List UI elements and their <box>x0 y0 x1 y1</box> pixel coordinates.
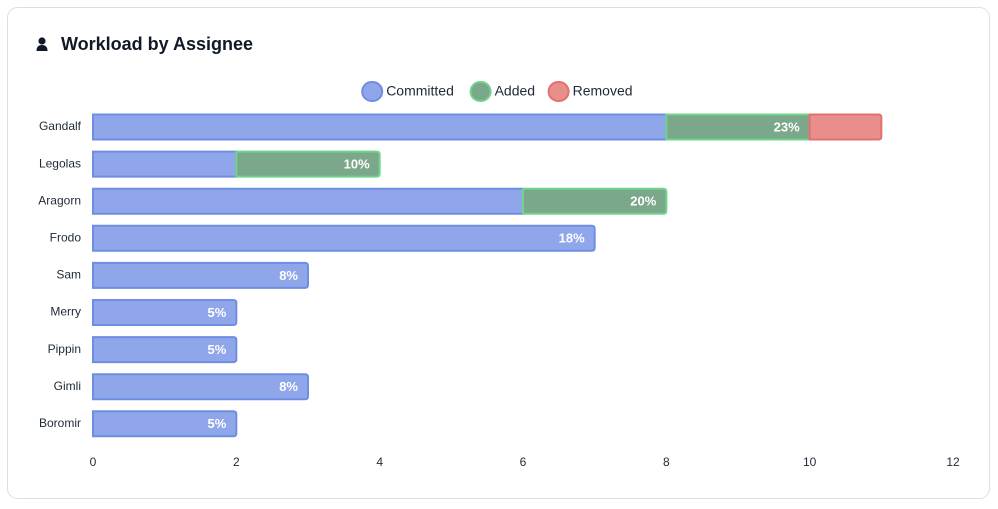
x-tick-label: 12 <box>946 455 960 469</box>
bar-segment <box>92 150 238 178</box>
bar-segment <box>92 224 596 252</box>
y-tick-label: Boromir <box>39 416 81 430</box>
data-label: 5% <box>208 305 227 320</box>
y-tick-label: Gimli <box>54 379 81 393</box>
bar-segment <box>92 373 309 401</box>
x-tick-label: 0 <box>90 455 97 469</box>
x-tick-label: 10 <box>803 455 817 469</box>
bar-segment <box>522 187 668 215</box>
bar-segment <box>92 261 309 289</box>
y-tick-label: Legolas <box>39 156 81 170</box>
x-tick-label: 8 <box>663 455 670 469</box>
bar-segment <box>92 336 238 364</box>
data-label: 5% <box>208 416 227 431</box>
x-tick-label: 6 <box>520 455 527 469</box>
y-tick-label: Merry <box>50 305 81 319</box>
x-tick-label: 4 <box>376 455 383 469</box>
bar-segment <box>92 187 524 215</box>
x-tick-label: 2 <box>233 455 240 469</box>
legend-swatch <box>547 81 570 102</box>
data-label: 18% <box>559 231 585 246</box>
y-tick-label: Aragorn <box>38 193 81 207</box>
y-tick-label: Sam <box>56 268 81 282</box>
bar-segment <box>235 150 381 178</box>
legend-label: Committed <box>386 83 454 99</box>
data-label: 10% <box>344 157 370 172</box>
data-label: 5% <box>208 342 227 357</box>
data-label: 8% <box>279 379 298 394</box>
chart-title: Workload by Assignee <box>61 34 253 54</box>
bar-segment <box>808 113 883 141</box>
data-label: 8% <box>279 268 298 283</box>
legend-label: Removed <box>573 83 633 99</box>
y-tick-label: Gandalf <box>39 119 82 133</box>
data-label: 20% <box>630 194 656 209</box>
y-tick-label: Pippin <box>48 342 81 356</box>
bar-segment <box>92 410 238 438</box>
bar-segment <box>92 299 238 326</box>
legend-swatch <box>469 81 492 102</box>
person-icon <box>36 37 48 51</box>
data-label: 23% <box>774 119 800 134</box>
legend-label: Added <box>495 83 535 99</box>
y-tick-label: Frodo <box>50 230 82 244</box>
legend-swatch <box>361 81 384 102</box>
bar-segment <box>92 113 668 141</box>
